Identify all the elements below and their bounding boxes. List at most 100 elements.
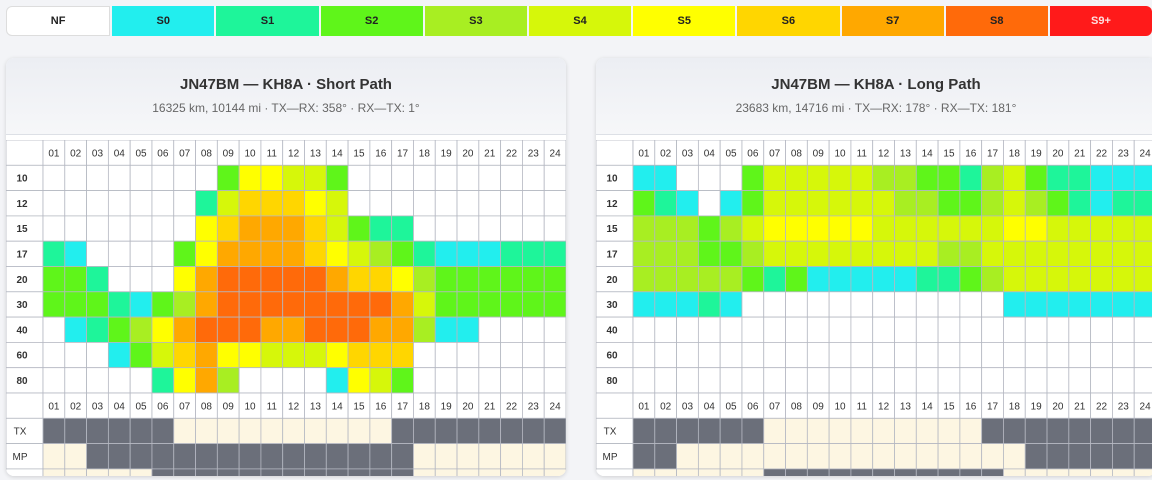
hour-label: 08 <box>201 148 213 159</box>
row-label: 60 <box>16 351 28 362</box>
heat-cell <box>369 341 393 369</box>
heat-cell <box>828 316 852 343</box>
mode-cell <box>1024 468 1048 476</box>
mode-cell <box>195 468 218 476</box>
heat-cell <box>543 215 566 242</box>
row-label: 40 <box>606 325 618 336</box>
heat-cell <box>850 190 874 217</box>
heat-cell <box>697 316 721 343</box>
heat-cell <box>937 164 961 191</box>
panel-title: JN47BM — KH8A · Short Path <box>180 76 392 93</box>
heat-cell <box>785 215 808 242</box>
heat-cell <box>959 341 983 369</box>
heat-cell <box>173 316 196 343</box>
heat-cell <box>173 266 196 293</box>
mode-cell <box>741 468 765 476</box>
heat-cell <box>1068 190 1092 217</box>
heat-cell <box>1046 341 1070 369</box>
heat-cell <box>937 190 961 217</box>
heat-cell <box>806 240 830 267</box>
heat-cell <box>1112 291 1135 318</box>
heat-cell <box>1024 164 1048 191</box>
mode-cell <box>456 417 480 444</box>
heat-cell <box>391 190 414 217</box>
heat-cell <box>86 190 109 217</box>
heat-cell <box>522 240 545 267</box>
heat-cell <box>1003 341 1026 369</box>
mode-cell <box>1024 443 1048 470</box>
hour-label: 16 <box>375 148 387 159</box>
heat-cell <box>741 240 765 267</box>
heat-cell <box>872 291 895 318</box>
heat-cell <box>195 341 218 369</box>
mode-cell <box>850 443 874 470</box>
heat-cell <box>260 190 284 217</box>
hour-label: 19 <box>1031 148 1043 159</box>
heat-cell <box>369 266 393 293</box>
heat-cell <box>238 291 262 318</box>
mode-cell <box>1046 417 1070 444</box>
hour-label: 20 <box>1052 148 1064 159</box>
mode-cell <box>391 417 414 444</box>
mode-cell <box>981 417 1004 444</box>
heat-cell <box>413 316 436 343</box>
row-label: 40 <box>16 325 28 336</box>
hour-label: 14 <box>922 401 934 412</box>
mode-cell <box>894 417 917 444</box>
hour-label: 01 <box>48 148 60 159</box>
heat-cell <box>107 367 131 394</box>
heat-cell <box>42 266 66 293</box>
legend-item: S3 <box>424 6 527 36</box>
heat-cell <box>894 316 917 343</box>
hour-label: 08 <box>201 401 213 412</box>
mode-cell <box>260 468 284 476</box>
heat-cell <box>173 215 196 242</box>
heat-cell <box>676 240 699 267</box>
mode-cell <box>64 468 87 476</box>
heat-cell <box>413 266 436 293</box>
hour-label: 17 <box>987 401 999 412</box>
heat-cell <box>304 266 327 293</box>
hour-label: 05 <box>726 148 738 159</box>
hour-label: 18 <box>419 148 431 159</box>
mode-cell <box>456 443 480 470</box>
hour-label: 03 <box>92 401 104 412</box>
heat-cell <box>1024 367 1048 394</box>
row-label-cell <box>6 164 44 191</box>
heat-cell <box>828 190 852 217</box>
mode-cell <box>1090 443 1113 470</box>
heat-cell <box>1024 341 1048 369</box>
mode-cell <box>1068 443 1092 470</box>
heat-cell <box>850 341 874 369</box>
heat-cell <box>369 291 393 318</box>
heat-cell <box>1046 291 1070 318</box>
heat-cell <box>413 291 436 318</box>
heat-cell <box>894 215 917 242</box>
heat-cell <box>632 316 656 343</box>
hour-label: 04 <box>704 148 716 159</box>
legend-item: S7 <box>841 6 944 36</box>
heat-cell <box>785 341 808 369</box>
hour-label: 02 <box>70 148 82 159</box>
heat-cell <box>1003 215 1026 242</box>
mode-cell <box>86 468 109 476</box>
heat-cell <box>238 240 262 267</box>
heat-cell <box>304 341 327 369</box>
heat-cell <box>434 215 458 242</box>
mode-cell <box>697 468 721 476</box>
heat-cell <box>478 316 502 343</box>
hour-label: 07 <box>769 148 781 159</box>
mode-cell <box>64 443 87 470</box>
heat-cell <box>173 190 196 217</box>
heat-cell <box>42 316 66 343</box>
heat-cell <box>785 190 808 217</box>
heat-cell <box>86 240 109 267</box>
heat-cell <box>676 291 699 318</box>
mode-cell <box>719 443 743 470</box>
mode-cell <box>981 468 1004 476</box>
mode-cell <box>434 417 458 444</box>
mode-cell <box>216 417 240 444</box>
heat-cell <box>238 367 262 394</box>
heat-cell <box>806 291 830 318</box>
mode-cell <box>369 417 393 444</box>
